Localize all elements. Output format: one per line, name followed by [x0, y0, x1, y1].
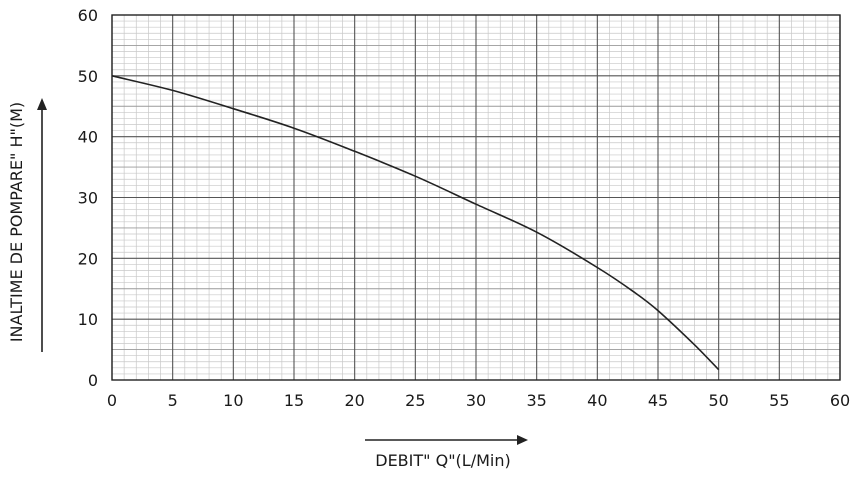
- y-tick-label: 50: [78, 67, 98, 86]
- x-tick-label: 45: [648, 391, 668, 410]
- y-tick-label: 10: [78, 310, 98, 329]
- x-axis-title: DEBIT" Q"(L/Min): [375, 451, 510, 470]
- x-tick-label: 10: [223, 391, 243, 410]
- y-axis-title: INALTIME DE POMPARE" H"(M): [7, 102, 26, 342]
- x-tick-label: 25: [405, 391, 425, 410]
- x-tick-labels: 0 5 10 15 20 25 30 35 40 45 50 55 60: [107, 391, 850, 410]
- y-tick-label: 40: [78, 128, 98, 147]
- x-tick-label: 15: [284, 391, 304, 410]
- x-tick-label: 50: [708, 391, 728, 410]
- x-tick-label: 35: [526, 391, 546, 410]
- x-axis-arrow-head: [517, 435, 528, 445]
- x-tick-label: 0: [107, 391, 117, 410]
- y-tick-labels: 0 10 20 30 40 50 60: [78, 6, 98, 390]
- y-tick-label: 0: [88, 371, 98, 390]
- x-tick-label: 30: [466, 391, 486, 410]
- y-axis-arrow-head: [37, 98, 47, 110]
- y-tick-label: 30: [78, 189, 98, 208]
- x-tick-label: 5: [168, 391, 178, 410]
- x-tick-label: 40: [587, 391, 607, 410]
- y-tick-label: 20: [78, 249, 98, 268]
- x-tick-label: 20: [344, 391, 364, 410]
- y-tick-label: 60: [78, 6, 98, 25]
- x-tick-label: 55: [769, 391, 789, 410]
- x-tick-label: 60: [830, 391, 850, 410]
